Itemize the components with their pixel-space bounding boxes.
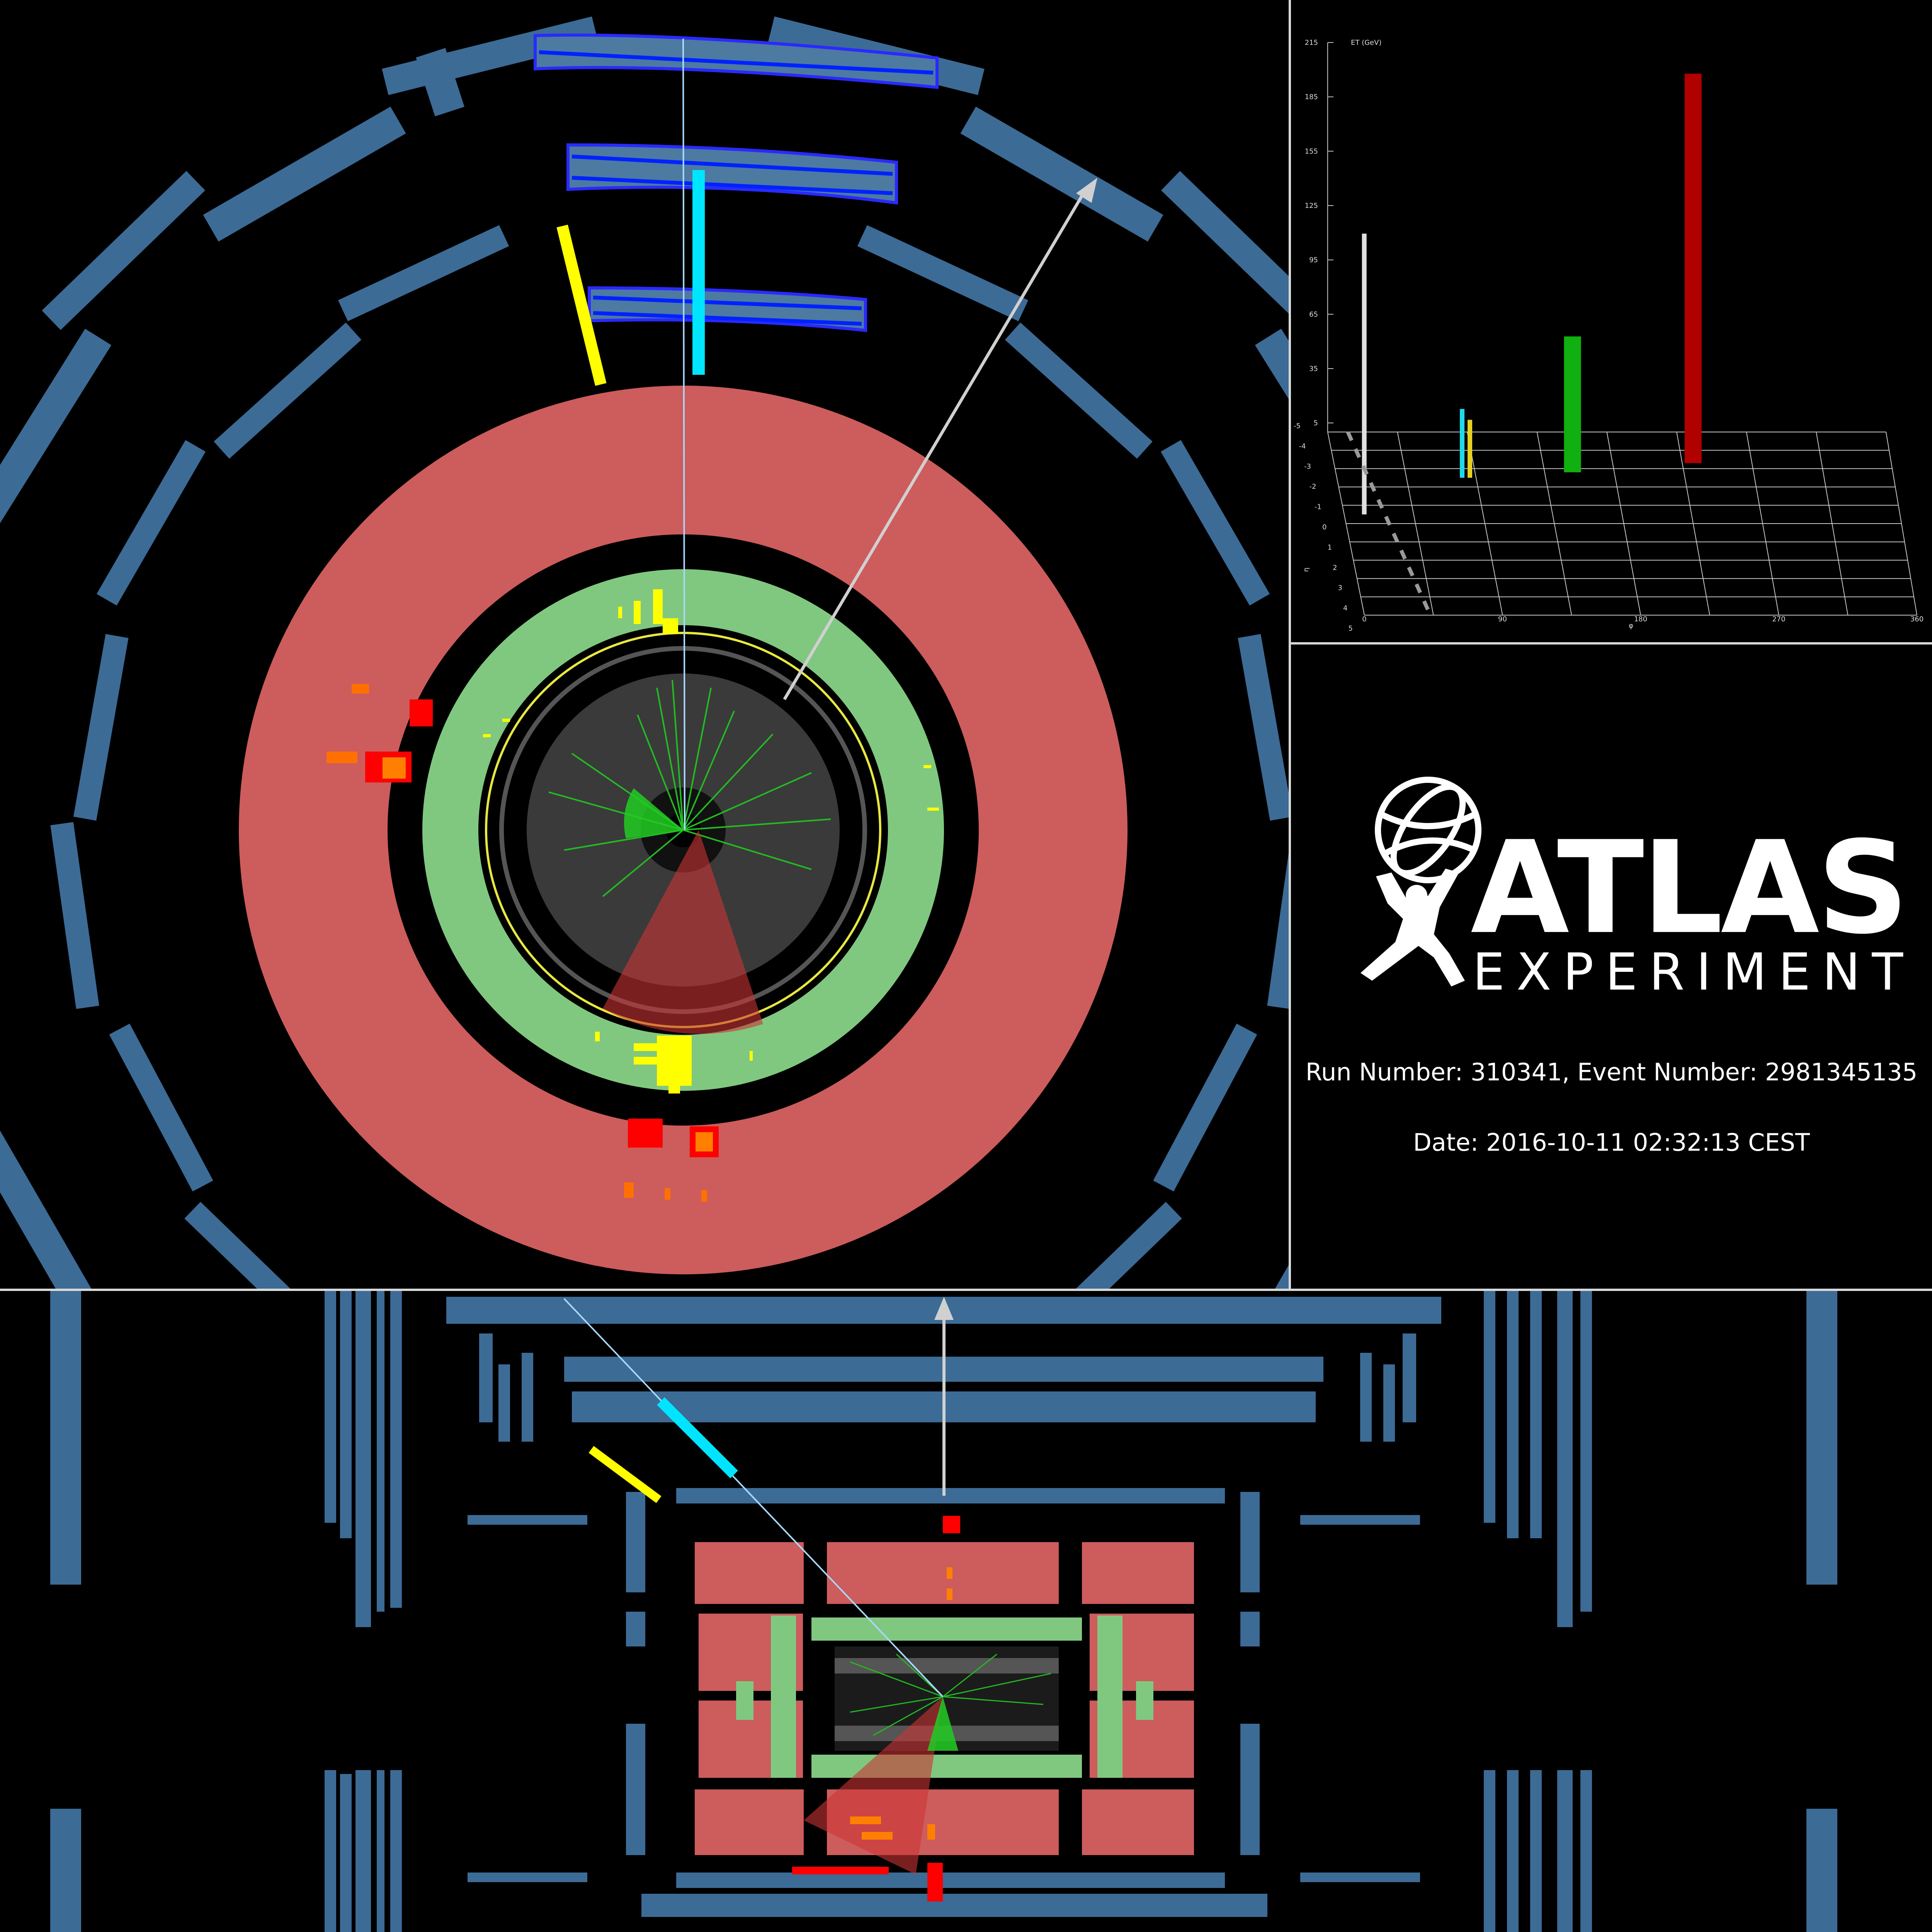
lego-phi-tick-label: 180: [1634, 615, 1647, 623]
lego-z-tick-label: 215: [1305, 39, 1318, 47]
jet-cone-red: [603, 830, 763, 1034]
lego-z-tick-label: 95: [1309, 256, 1318, 264]
em-deposits: [483, 589, 939, 1094]
lego-eta-label: η: [1302, 568, 1310, 572]
inner-tracks: [548, 680, 831, 897]
lego-bar-footprint: [1346, 431, 1432, 616]
muon-segment-cyan: [692, 170, 705, 375]
muon-segment-cyan-rz: [657, 1397, 738, 1478]
lego-phi-tick-label: 0: [1362, 615, 1366, 623]
lego-bar: [1460, 409, 1465, 478]
lego-eta-tick-label: -4: [1299, 442, 1306, 450]
electron-segment-yellow: [556, 224, 607, 386]
lego-plot: 215 185 155 125 95 65 35 5 0 90 180 270 360 -5 -4 -3-…: [1291, 0, 1932, 642]
transverse-view: [0, 0, 1289, 1289]
jet-cone-green-rz: [927, 1697, 958, 1751]
lego-bar: [1564, 336, 1581, 473]
longitudinal-view-canvas: [50, 1291, 1837, 1932]
lego-eta-ticks: -5 -4 -3 -2 -1 0 1 2 3 4 5: [1294, 422, 1353, 633]
longitudinal-view: [0, 1291, 1932, 1932]
lego-phi-label: φ: [1629, 622, 1633, 630]
hadronic-deposits-rz: [792, 1516, 960, 1901]
em-calorimeter-rz: [736, 1616, 1153, 1778]
lego-grid: [1327, 432, 1917, 616]
lego-eta-tick-label: -5: [1294, 422, 1301, 430]
lego-bar: [1362, 233, 1367, 515]
divider-vertical: [1289, 0, 1291, 1289]
muon-chambers-outer: [0, 16, 1289, 1289]
electron-segment-yellow-rz: [588, 1446, 662, 1503]
missing-et-arrow: [783, 178, 1097, 701]
lego-eta-tick-label: -2: [1310, 483, 1316, 491]
lego-z-tick-label: 35: [1309, 365, 1318, 373]
muon-track-rz: [563, 1298, 944, 1697]
atlas-logo-subtext: EXPERIMENT: [1473, 942, 1915, 1002]
jet-cone-red-rz: [804, 1697, 943, 1874]
hadronic-deposits: [327, 684, 719, 1202]
lego-z-tick-label: 5: [1314, 419, 1318, 427]
globe-icon: [1375, 777, 1481, 883]
divider-right: [1291, 642, 1932, 645]
lego-eta-tick-label: -3: [1304, 463, 1311, 471]
lego-eta-tick-label: 5: [1349, 624, 1353, 633]
lego-bar: [1468, 420, 1473, 478]
muon-chambers-top-sector: [534, 33, 939, 332]
atlas-logo-text: ATLAS: [1471, 814, 1909, 962]
event-date-label: Date: 2016-10-11 02:32:13 CEST: [1413, 1128, 1810, 1156]
divider-horizontal: [0, 1289, 1932, 1291]
lego-z-tick-label: 155: [1305, 147, 1318, 155]
info-panel: ATLAS EXPERIMENT Run Number: 310341, Eve…: [1291, 645, 1932, 1289]
lego-eta-tick-label: 1: [1328, 543, 1332, 551]
lego-eta-tick-label: 0: [1322, 523, 1327, 531]
transverse-view-canvas: [0, 16, 1289, 1289]
lego-phi-tick-label: 270: [1772, 615, 1785, 623]
lego-bar: [1684, 73, 1702, 463]
lego-eta-tick-label: 3: [1338, 584, 1342, 592]
lego-eta-tick-label: -1: [1315, 503, 1321, 511]
lego-z-tick-label: 65: [1309, 310, 1318, 318]
lego-eta-tick-label: 4: [1343, 604, 1347, 612]
lego-phi-tick-label: 90: [1498, 615, 1507, 623]
jet-cone-green: [624, 788, 683, 838]
lego-eta-tick-label: 2: [1333, 564, 1337, 572]
atlas-figure-icon: [1361, 869, 1465, 986]
lego-z-axis-label: ET (GeV): [1351, 39, 1381, 47]
lego-z-tick-label: 125: [1305, 202, 1318, 210]
muon-track: [682, 38, 685, 830]
lego-z-ticks: 215 185 155 125 95 65 35 5: [1305, 39, 1333, 427]
lego-bars: [1346, 73, 1702, 616]
missing-et-arrow-rz: [934, 1297, 954, 1496]
atlas-logo-figure: [1361, 777, 1481, 986]
lego-phi-ticks: 0 90 180 270 360: [1362, 615, 1923, 623]
lego-phi-tick-label: 360: [1910, 615, 1923, 623]
lego-z-tick-label: 185: [1305, 93, 1318, 101]
run-event-label: Run Number: 310341, Event Number: 298134…: [1305, 1058, 1918, 1086]
